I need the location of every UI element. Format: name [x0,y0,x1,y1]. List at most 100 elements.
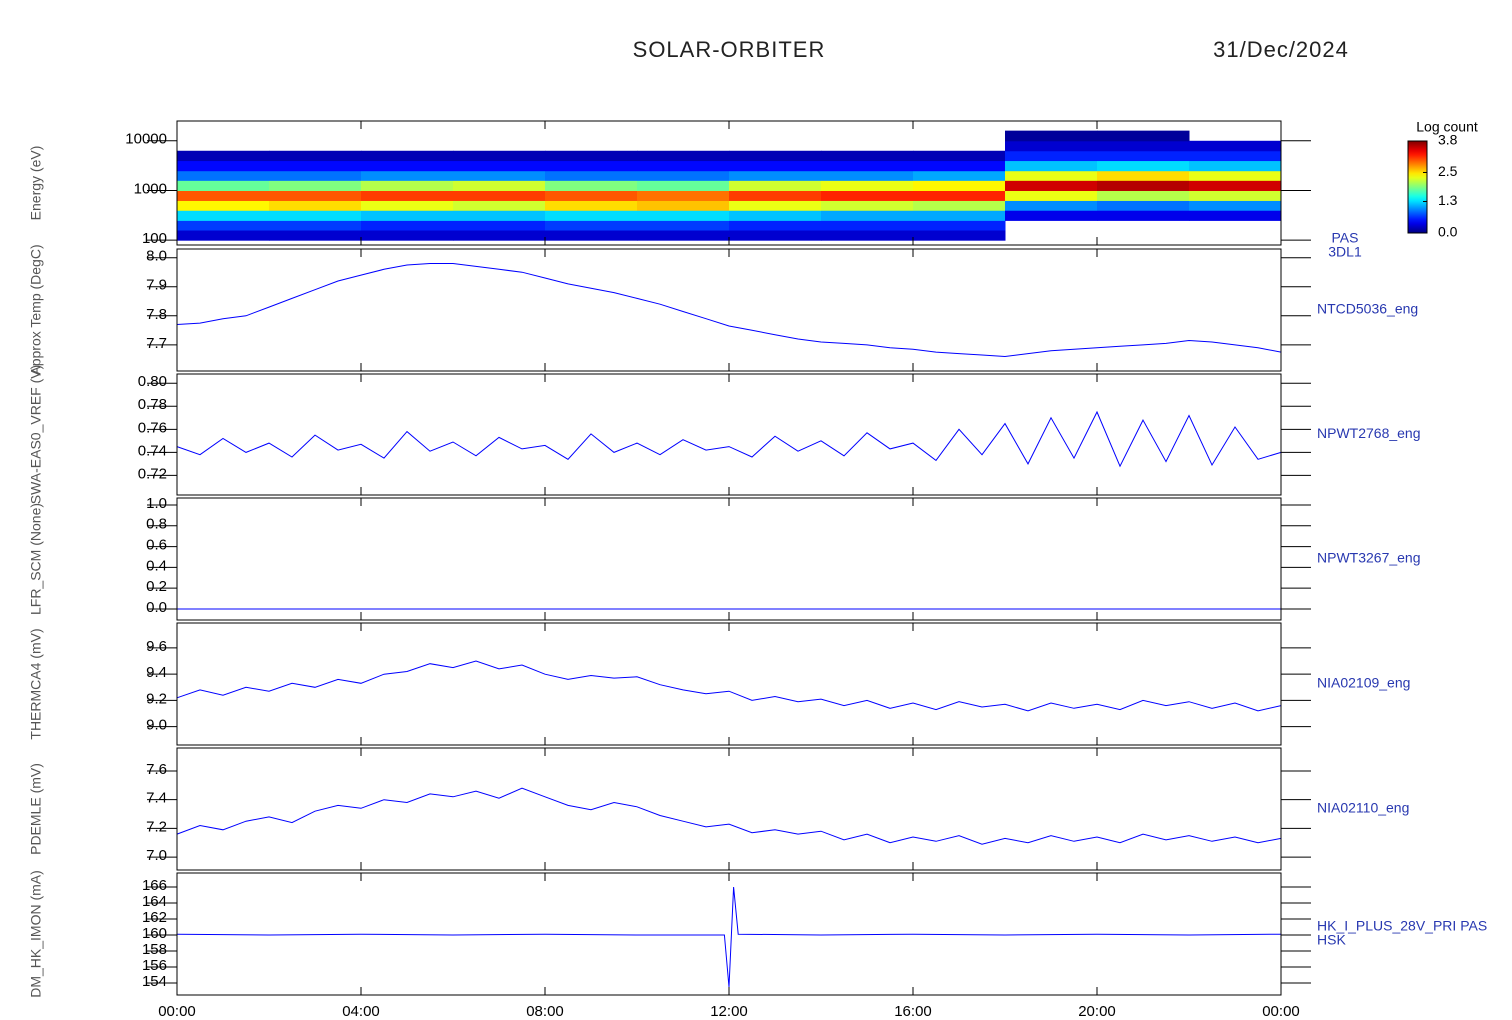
y-tick-label: 154 [142,973,167,990]
heatmap-cell [637,170,730,181]
heatmap-cell [545,150,638,162]
heatmap-cell [729,160,822,172]
y-axis-label: Approx Temp (DegC) [28,244,44,375]
x-tick-label: 16:00 [894,1003,932,1020]
y-axis-label: THERMCA4 (mV) [28,628,44,739]
x-tick-label: 20:00 [1078,1003,1116,1020]
colorbar-tick-label: 1.3 [1438,192,1458,208]
heatmap-cell [913,190,1006,201]
heatmap-cell [1097,160,1190,172]
data-line [176,886,1282,988]
y-tick-label: 100 [142,230,167,247]
heatmap-cell [1005,180,1098,191]
heatmap-cell [1189,190,1282,201]
heatmap-cell [729,210,822,221]
heatmap-cell [1097,150,1190,162]
panel-frame [176,497,1282,621]
y-tick-label: 7.8 [146,306,167,323]
heatmap-cell [1005,130,1098,142]
heatmap-cell [821,220,914,231]
heatmap-cell [177,180,270,191]
heatmap-cell [269,230,362,241]
heatmap-cell [1189,200,1282,211]
y-tick-label: 10000 [125,131,167,148]
series-name: NPWT2768_eng [1317,425,1421,441]
heatmap-cell [361,170,454,181]
y-tick-label: 0.0 [146,599,167,616]
colorbar-label: Log count [1416,119,1478,135]
heatmap-cell [453,200,546,211]
heatmap-cell [821,160,914,172]
y-tick-label: 0.78 [138,396,167,413]
x-tick-label: 00:00 [158,1003,196,1020]
heatmap-cell [545,220,638,231]
y-axis-label: SWA-EAS0_VREF (V) [28,365,44,505]
data-line [176,660,1282,712]
heatmap-cell [453,190,546,201]
heatmap-cell [361,190,454,201]
x-tick-label: 12:00 [710,1003,748,1020]
heatmap-cell [1005,140,1098,152]
y-tick-label: 0.8 [146,516,167,533]
y-tick-label: 7.4 [146,790,167,807]
y-tick-label: 9.4 [146,664,167,681]
heatmap-cell [361,210,454,221]
y-tick-label: 1.0 [146,495,167,512]
heatmap-cell [729,190,822,201]
data-line [176,263,1282,358]
y-tick-label: 7.2 [146,818,167,835]
heatmap-cell [1005,160,1098,172]
heatmap-cell [453,160,546,172]
panel-frame [176,622,1282,746]
heatmap-cell [453,180,546,191]
heatmap-cell [177,160,270,172]
heatmap-cell [1189,140,1282,152]
series-name: 3DL1 [1328,244,1362,260]
x-tick-label: 08:00 [526,1003,564,1020]
series-name: NTCD5036_eng [1317,301,1418,317]
heatmap-cell [453,230,546,241]
heatmap-cell [1005,170,1098,181]
data-line [176,787,1282,845]
heatmap-cell [821,180,914,191]
y-tick-label: 7.0 [146,847,167,864]
y-tick-label: 0.72 [138,465,167,482]
y-tick-label: 7.7 [146,335,167,352]
heatmap-cell [545,180,638,191]
heatmap-cell [1189,210,1282,221]
heatmap-cell [913,170,1006,181]
heatmap-cell [913,230,1006,241]
series-name: PAS [1332,230,1359,246]
y-tick-label: 160 [142,925,167,942]
heatmap-cell [453,170,546,181]
heatmap-cell [1097,170,1190,181]
heatmap-cell [1189,150,1282,162]
heatmap-cell [177,190,270,201]
heatmap-cell [729,150,822,162]
x-tick-label: 04:00 [342,1003,380,1020]
series-name: HSK [1317,932,1346,948]
heatmap-cell [545,190,638,201]
y-tick-label: 9.2 [146,690,167,707]
colorbar-tick-label: 3.8 [1438,132,1458,148]
y-axis-label: Energy (eV) [28,146,44,221]
y-tick-label: 166 [142,877,167,894]
heatmap-cell [361,160,454,172]
heatmap-cell [177,170,270,181]
heatmap-cell [913,200,1006,211]
heatmap-cell [545,200,638,211]
heatmap-cell [637,210,730,221]
heatmap-cell [361,180,454,191]
heatmap-cell [269,220,362,231]
heatmap-cell [1097,140,1190,152]
heatmap-cell [729,180,822,191]
heatmap-cell [269,190,362,201]
heatmap-cell [1005,210,1098,221]
chart-date: 31/Dec/2024 [1213,37,1349,62]
heatmap-cell [269,210,362,221]
heatmap-cell [361,220,454,231]
heatmap-cell [821,210,914,221]
heatmap-cell [269,150,362,162]
y-axis-label: PDEMLE (mV) [28,763,44,855]
chart-title: SOLAR-ORBITER [633,37,826,62]
